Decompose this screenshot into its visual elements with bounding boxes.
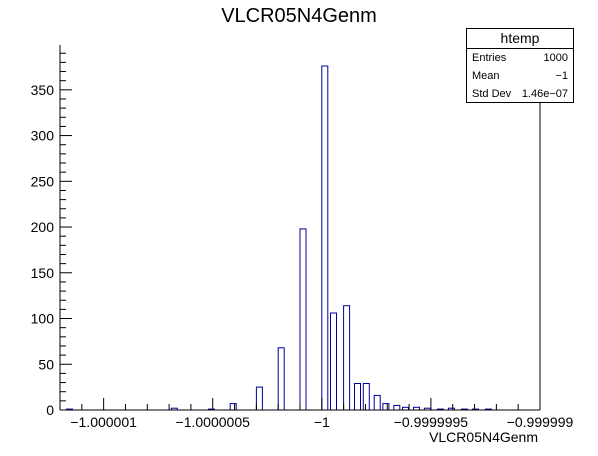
histogram-bars — [66, 65, 492, 411]
x-axis-label: VLCR05N4Genm — [429, 429, 538, 445]
histogram-bar — [373, 394, 381, 411]
y-tick-label: 250 — [31, 173, 55, 189]
stats-row-std: Std Dev 1.46e−07 — [467, 85, 573, 103]
stats-row-entries: Entries 1000 — [467, 49, 573, 67]
y-tick-label: 0 — [46, 402, 54, 418]
axis-ticks: 0 50 100 150 200 250 300 350 −1.000001 −1.0000005… — [31, 52, 574, 430]
histogram-bar — [321, 65, 329, 411]
histogram-bar — [299, 228, 307, 411]
histogram-bar — [255, 386, 263, 411]
mean-value: −1 — [555, 70, 568, 82]
stats-row-mean: Mean −1 — [467, 67, 573, 85]
x-tick-label: −1.000001 — [70, 414, 137, 430]
y-tick-label: 50 — [38, 356, 54, 372]
histogram-bar — [362, 383, 370, 411]
entries-value: 1000 — [543, 52, 568, 64]
histogram-bar — [382, 403, 390, 411]
x-tick-label: −1.0000005 — [176, 414, 251, 430]
histogram-bar — [393, 404, 401, 411]
histogram-bar — [330, 312, 337, 411]
y-tick-label: 150 — [31, 265, 55, 281]
stats-box-title: htemp — [467, 29, 573, 49]
histogram-bar — [343, 305, 351, 411]
x-tick-label: −1 — [314, 414, 330, 430]
std-dev-value: 1.46e−07 — [521, 88, 568, 100]
x-tick-label: −0.999999 — [507, 414, 574, 430]
chart-title: VLCR05N4Genm — [221, 5, 377, 27]
y-tick-label: 350 — [31, 82, 55, 98]
std-dev-label: Std Dev — [472, 88, 512, 100]
histogram-bar — [277, 347, 285, 411]
entries-label: Entries — [472, 52, 507, 64]
stats-box: htemp Entries 1000 Mean −1 Std Dev 1.46e… — [466, 28, 574, 103]
histogram-bar — [229, 403, 237, 411]
y-tick-label: 200 — [31, 219, 55, 235]
x-tick-label: −0.9999995 — [394, 414, 469, 430]
mean-label: Mean — [472, 70, 500, 82]
y-tick-label: 300 — [31, 128, 55, 144]
y-tick-label: 100 — [31, 311, 55, 327]
histogram-bar — [354, 383, 361, 411]
